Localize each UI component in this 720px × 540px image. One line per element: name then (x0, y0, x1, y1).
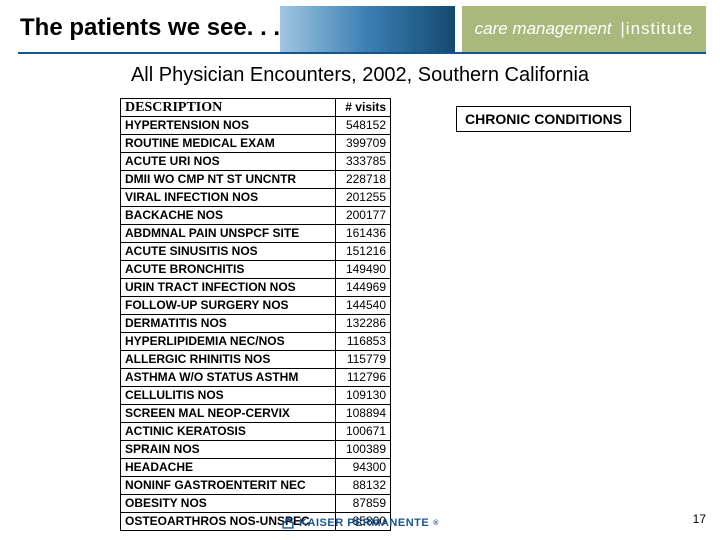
table-row: OBESITY NOS87859 (121, 495, 391, 513)
table-row: ABDMNAL PAIN UNSPCF SITE161436 (121, 225, 391, 243)
cell-visits: 108894 (336, 405, 391, 423)
cell-description: ALLERGIC RHINITIS NOS (121, 351, 336, 369)
cell-description: BACKACHE NOS (121, 207, 336, 225)
cell-description: ACUTE BRONCHITIS (121, 261, 336, 279)
cell-description: ACUTE URI NOS (121, 153, 336, 171)
cell-description: ACTINIC KERATOSIS (121, 423, 336, 441)
cell-visits: 94300 (336, 459, 391, 477)
cell-visits: 115779 (336, 351, 391, 369)
col-description: DESCRIPTION (121, 99, 336, 117)
cell-visits: 116853 (336, 333, 391, 351)
table-row: ACUTE URI NOS333785 (121, 153, 391, 171)
cell-visits: 88132 (336, 477, 391, 495)
cell-visits: 109130 (336, 387, 391, 405)
cell-description: SCREEN MAL NEOP-CERVIX (121, 405, 336, 423)
cell-visits: 149490 (336, 261, 391, 279)
cell-description: HYPERTENSION NOS (121, 117, 336, 135)
cell-description: HYPERLIPIDEMIA NEC/NOS (121, 333, 336, 351)
cell-description: NONINF GASTROENTERIT NEC (121, 477, 336, 495)
cell-description: URIN TRACT INFECTION NOS (121, 279, 336, 297)
cell-visits: 144540 (336, 297, 391, 315)
table-row: NONINF GASTROENTERIT NEC88132 (121, 477, 391, 495)
cell-description: VIRAL INFECTION NOS (121, 189, 336, 207)
cell-description: ASTHMA W/O STATUS ASTHM (121, 369, 336, 387)
cell-description: SPRAIN NOS (121, 441, 336, 459)
cell-visits: 144969 (336, 279, 391, 297)
logo-institute-text: |institute (620, 19, 693, 38)
cell-description: OBESITY NOS (121, 495, 336, 513)
table-row: HYPERTENSION NOS548152 (121, 117, 391, 135)
cell-visits: 399709 (336, 135, 391, 153)
table-row: URIN TRACT INFECTION NOS144969 (121, 279, 391, 297)
cell-description: HEADACHE (121, 459, 336, 477)
cell-visits: 87859 (336, 495, 391, 513)
kp-icon (281, 516, 295, 530)
cell-visits: 201255 (336, 189, 391, 207)
table-row: SCREEN MAL NEOP-CERVIX108894 (121, 405, 391, 423)
table-row: DMII WO CMP NT ST UNCNTR228718 (121, 171, 391, 189)
cell-description: DMII WO CMP NT ST UNCNTR (121, 171, 336, 189)
table-row: VIRAL INFECTION NOS201255 (121, 189, 391, 207)
header-bar: care management |institute The patients … (0, 0, 720, 54)
logo-care-text: care management (475, 19, 612, 38)
table-row: FOLLOW-UP SURGERY NOS144540 (121, 297, 391, 315)
cell-visits: 100389 (336, 441, 391, 459)
cell-description: ACUTE SINUSITIS NOS (121, 243, 336, 261)
table-row: HEADACHE94300 (121, 459, 391, 477)
table-row: ASTHMA W/O STATUS ASTHM112796 (121, 369, 391, 387)
table-row: ACTINIC KERATOSIS100671 (121, 423, 391, 441)
cell-visits: 100671 (336, 423, 391, 441)
table-row: CELLULITIS NOS109130 (121, 387, 391, 405)
cell-visits: 151216 (336, 243, 391, 261)
cell-description: DERMATITIS NOS (121, 315, 336, 333)
header-gradient (280, 6, 455, 52)
chronic-conditions-label: CHRONIC CONDITIONS (456, 106, 631, 132)
table-row: HYPERLIPIDEMIA NEC/NOS116853 (121, 333, 391, 351)
encounters-table: DESCRIPTION # visits HYPERTENSION NOS548… (120, 98, 391, 531)
table-row: ACUTE SINUSITIS NOS151216 (121, 243, 391, 261)
cell-visits: 228718 (336, 171, 391, 189)
table-row: ROUTINE MEDICAL EXAM399709 (121, 135, 391, 153)
slide-title: The patients we see. . . (20, 14, 280, 42)
cell-visits: 200177 (336, 207, 391, 225)
header-underline (18, 52, 706, 54)
cell-visits: 161436 (336, 225, 391, 243)
table-row: SPRAIN NOS100389 (121, 441, 391, 459)
slide-subtitle: All Physician Encounters, 2002, Southern… (0, 64, 720, 87)
cell-visits: 112796 (336, 369, 391, 387)
cell-description: CELLULITIS NOS (121, 387, 336, 405)
cell-description: FOLLOW-UP SURGERY NOS (121, 297, 336, 315)
cell-visits: 548152 (336, 117, 391, 135)
table-row: ALLERGIC RHINITIS NOS115779 (121, 351, 391, 369)
page-number: 17 (693, 512, 706, 526)
cell-visits: 132286 (336, 315, 391, 333)
table-row: BACKACHE NOS200177 (121, 207, 391, 225)
table-row: ACUTE BRONCHITIS149490 (121, 261, 391, 279)
footer-logo-text: KAISER PERMANENTE (299, 517, 429, 529)
table-row: DERMATITIS NOS132286 (121, 315, 391, 333)
cell-description: ABDMNAL PAIN UNSPCF SITE (121, 225, 336, 243)
kaiser-permanente-logo: KAISER PERMANENTE ® (0, 516, 720, 530)
care-management-logo: care management |institute (462, 6, 706, 52)
col-visits: # visits (336, 99, 391, 117)
cell-visits: 333785 (336, 153, 391, 171)
cell-description: ROUTINE MEDICAL EXAM (121, 135, 336, 153)
